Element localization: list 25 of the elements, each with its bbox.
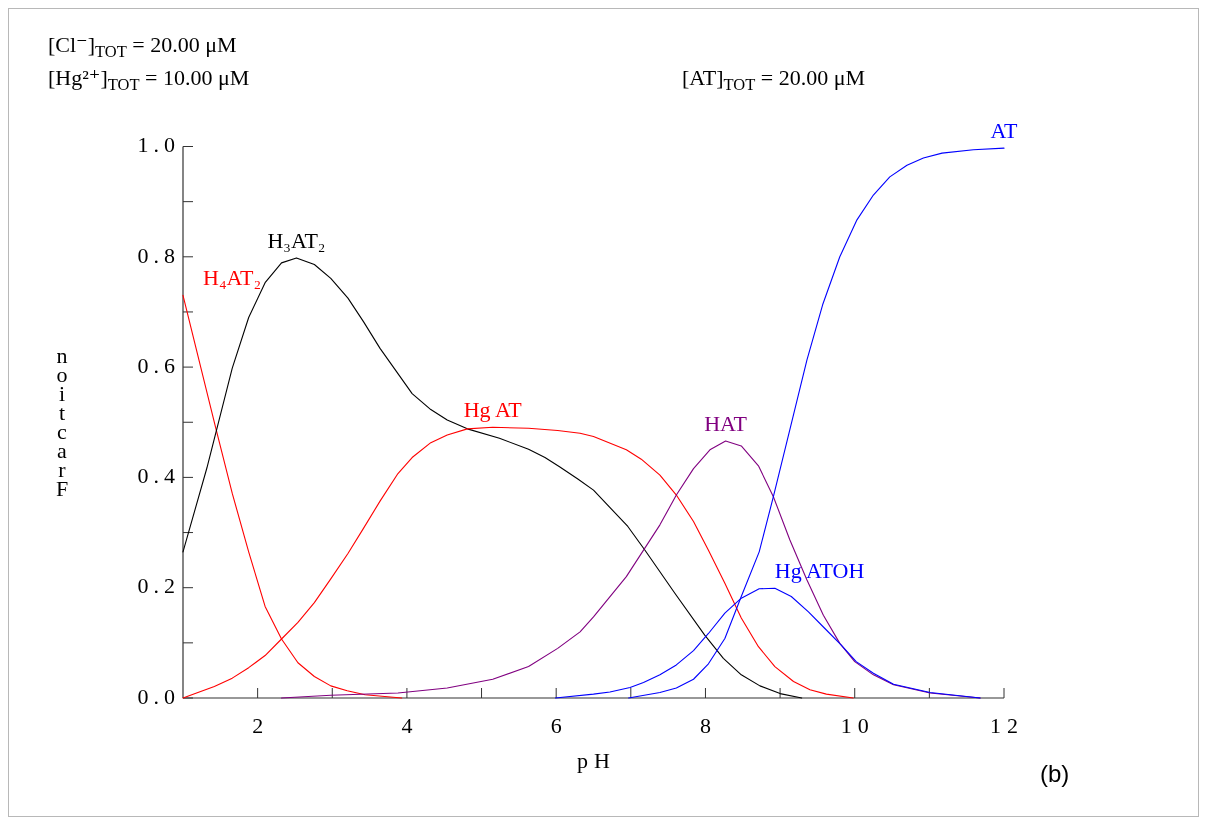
series-label: HAT xyxy=(704,411,748,436)
series-label: H₄AT₂ xyxy=(203,265,262,291)
y-tick-label: 0.6 xyxy=(137,352,180,378)
y-tick-label: 1.0 xyxy=(137,132,180,158)
x-axis-title: pH xyxy=(577,748,616,773)
text: [Hg²⁺]$_{TOT}$ = 10.00 μM xyxy=(48,65,250,95)
y-tick-label: 0.0 xyxy=(137,683,180,709)
y-axis-title: Fraction xyxy=(55,342,69,501)
series-label: AT xyxy=(990,118,1018,144)
x-tick-label: 12 xyxy=(990,713,1024,738)
y-tick-label: 0.4 xyxy=(137,463,180,489)
y-tick-label: 0.2 xyxy=(137,573,180,599)
series-label: Hg AT xyxy=(463,397,523,423)
x-tick-label: 2 xyxy=(252,713,270,738)
series-label: H₃AT₂ xyxy=(267,227,326,253)
series-label: Hg ATOH xyxy=(774,558,865,584)
line-series xyxy=(182,257,803,699)
text: [AT]$_{TOT}$ = 20.00 μM xyxy=(682,65,866,95)
x-tick-label: 10 xyxy=(840,713,875,738)
x-tick-label: 6 xyxy=(550,713,568,738)
x-tick-label: 8 xyxy=(699,713,717,738)
text: (b) xyxy=(1040,760,1070,787)
text: [Cl⁻]$_{TOT}$ = 20.00 μM xyxy=(48,32,237,62)
y-tick-label: 0.8 xyxy=(137,242,180,268)
x-tick-label: 4 xyxy=(401,713,419,738)
